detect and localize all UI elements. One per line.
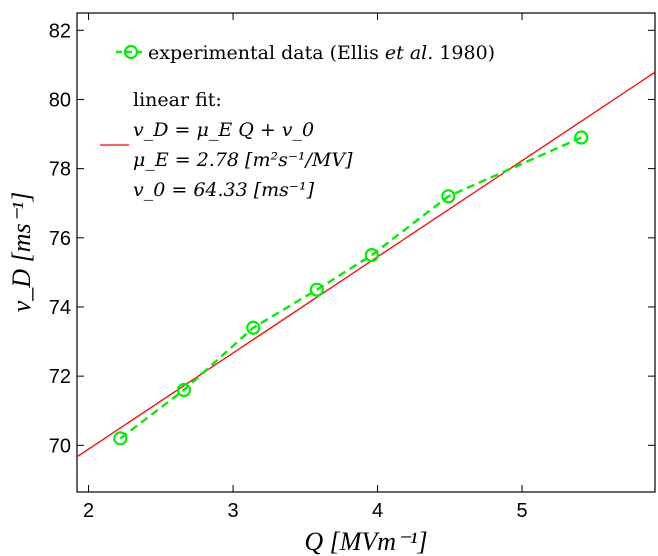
legend-fit-mu: μ_E = 2.78 [m²s⁻¹/MV]: [133, 149, 353, 171]
y-tick-label: 82: [49, 20, 71, 42]
legend-entry-experimental: experimental data (Ellis et al. 1980): [116, 42, 495, 64]
y-tick-label: 76: [49, 228, 71, 250]
y-tick-label: 72: [49, 366, 71, 388]
y-tick-label: 70: [49, 435, 71, 457]
y-tick-label: 78: [49, 159, 71, 181]
legend-fit-v0: v_0 = 64.33 [ms⁻¹]: [133, 179, 315, 201]
y-tick-label: 80: [49, 89, 71, 111]
legend-fit-equation: v_D = μ_E Q + v_0: [133, 119, 314, 141]
legend-fit-title: linear fit:: [133, 89, 222, 111]
x-tick-label: 4: [372, 500, 383, 522]
legend-label-experimental: experimental data (Ellis et al. 1980): [148, 42, 495, 64]
x-tick-label: 2: [83, 500, 94, 522]
y-tick-label: 74: [49, 297, 71, 319]
y-axis-title: v_D [ms⁻¹]: [7, 192, 36, 312]
x-axis-title: Q [MVm⁻¹]: [304, 527, 427, 556]
x-tick-label: 5: [516, 500, 527, 522]
x-tick-label: 3: [227, 500, 238, 522]
